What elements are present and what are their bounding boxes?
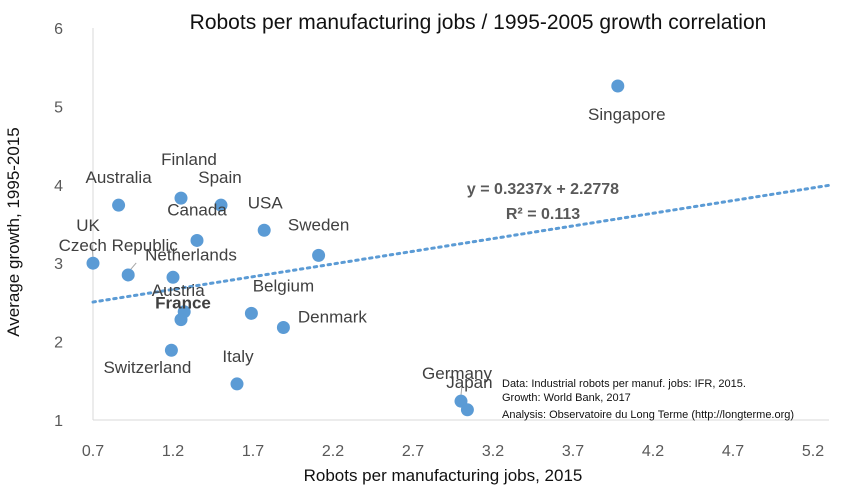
point-label-france: France	[155, 294, 211, 313]
source-note-line-2: Growth: World Bank, 2017	[502, 392, 631, 404]
y-tick-label: 1	[54, 413, 63, 430]
point-italy	[230, 377, 244, 391]
point-label-netherlands: Netherlands	[145, 245, 237, 264]
point-netherlands	[166, 270, 180, 284]
x-axis-label: Robots per manufacturing jobs, 2015	[304, 466, 583, 485]
y-tick-label: 2	[54, 335, 63, 352]
point-czech-republic	[121, 268, 135, 282]
y-axis-label: Average growth, 1995-2015	[4, 127, 23, 337]
point-label-spain: Spain	[198, 168, 241, 187]
point-finland	[174, 191, 188, 205]
y-tick-label: 3	[54, 256, 63, 273]
x-tick-labels: 0.7 1.2 1.7 2.2 2.7 3.2 3.7 4.2 4.7 5.2	[82, 443, 824, 460]
point-label-uk: UK	[76, 216, 100, 235]
point-label-sweden: Sweden	[288, 215, 349, 234]
point-label-singapore: Singapore	[588, 105, 666, 124]
label-leader-lines	[91, 245, 463, 396]
point-denmark	[276, 320, 290, 334]
point-label-czech-republic: Czech Republic	[59, 236, 179, 255]
x-tick-label: 2.2	[322, 443, 344, 460]
point-australia	[112, 198, 126, 212]
point-label-finland: Finland	[161, 150, 217, 169]
point-label-belgium: Belgium	[253, 276, 314, 295]
chart-title: Robots per manufacturing jobs / 1995-200…	[190, 11, 767, 34]
point-canada	[190, 233, 204, 247]
point-spain	[214, 198, 228, 212]
point-singapore	[611, 79, 625, 93]
trendline-r-squared: R² = 0.113	[506, 206, 580, 223]
x-tick-label: 3.7	[562, 443, 584, 460]
point-usa	[257, 223, 271, 237]
x-tick-label: 4.2	[642, 443, 664, 460]
point-label-australia: Australia	[86, 168, 153, 187]
point-france	[174, 313, 188, 327]
point-uk	[86, 256, 100, 270]
x-tick-label: 1.7	[242, 443, 264, 460]
point-label-switzerland: Switzerland	[103, 358, 191, 377]
point-label-denmark: Denmark	[298, 307, 367, 326]
x-tick-label: 1.2	[162, 443, 184, 460]
point-label-japan: Japan	[446, 373, 492, 392]
point-label-austria: Austria	[152, 281, 205, 300]
point-label-germany: Germany	[422, 364, 492, 383]
leader-germany	[460, 385, 463, 396]
point-japan	[460, 403, 474, 417]
point-sweden	[312, 248, 326, 262]
leader-czech-republic	[129, 262, 137, 271]
x-tick-label: 3.2	[482, 443, 504, 460]
source-note-line-1: Data: Industrial robots per manuf. jobs:…	[502, 378, 746, 390]
data-points	[86, 79, 625, 417]
source-note-line-3: Analysis: Observatoire du Long Terme (ht…	[502, 409, 794, 421]
y-tick-label: 4	[54, 178, 63, 195]
point-label-canada: Canada	[167, 200, 227, 219]
leader-uk	[91, 245, 94, 258]
point-belgium	[244, 306, 258, 320]
point-label-usa: USA	[248, 193, 284, 212]
point-label-italy: Italy	[222, 347, 254, 366]
trendline	[91, 183, 831, 304]
y-tick-label: 6	[54, 21, 63, 38]
trendline-equation: y = 0.3237x + 2.2778	[467, 181, 619, 198]
x-tick-label: 5.2	[802, 443, 824, 460]
x-tick-label: 0.7	[82, 443, 104, 460]
x-tick-label: 2.7	[402, 443, 424, 460]
point-switzerland	[164, 343, 178, 357]
y-tick-labels: 1 2 3 4 5 6	[54, 21, 63, 430]
y-tick-label: 5	[54, 99, 63, 116]
x-tick-label: 4.7	[722, 443, 744, 460]
